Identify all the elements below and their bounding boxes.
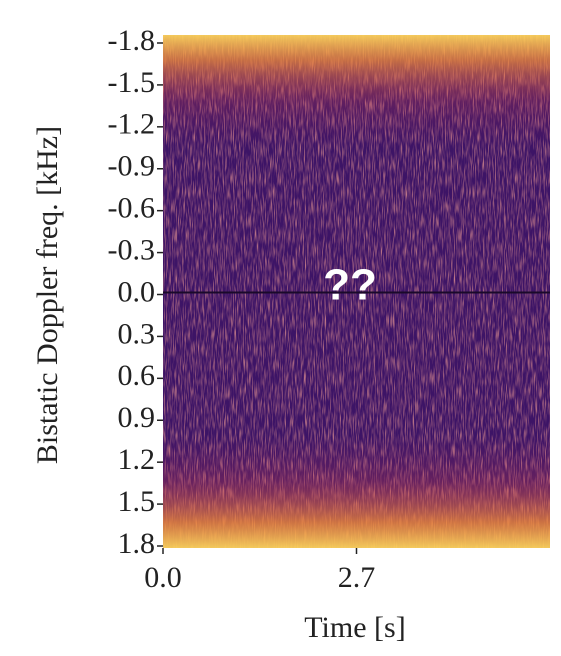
y-tick-label: 0.6 xyxy=(118,359,156,392)
y-tick-label: -0.9 xyxy=(108,150,156,183)
y-tick-label: 0.3 xyxy=(118,317,156,350)
x-tick-label: 0.0 xyxy=(144,561,182,594)
y-tick-label: 1.8 xyxy=(118,527,156,560)
plot-area xyxy=(163,35,550,548)
y-tick-label: 1.2 xyxy=(118,443,156,476)
y-tick-label: -1.5 xyxy=(108,66,156,99)
y-tick-label: -1.2 xyxy=(108,108,156,141)
y-tick-label: 0.9 xyxy=(118,401,156,434)
annotation: ?? xyxy=(323,261,377,310)
y-tick-label: -0.3 xyxy=(108,233,156,266)
y-axis-label: Bistatic Doppler freq. [kHz] xyxy=(31,126,64,464)
y-tick-label: -0.6 xyxy=(108,192,156,225)
y-tick-label: -1.8 xyxy=(108,24,156,57)
y-tick-label: 1.5 xyxy=(118,485,156,518)
x-axis-label: Time [s] xyxy=(304,611,405,644)
x-tick-label: 2.7 xyxy=(338,561,376,594)
y-tick-label: 0.0 xyxy=(118,275,156,308)
